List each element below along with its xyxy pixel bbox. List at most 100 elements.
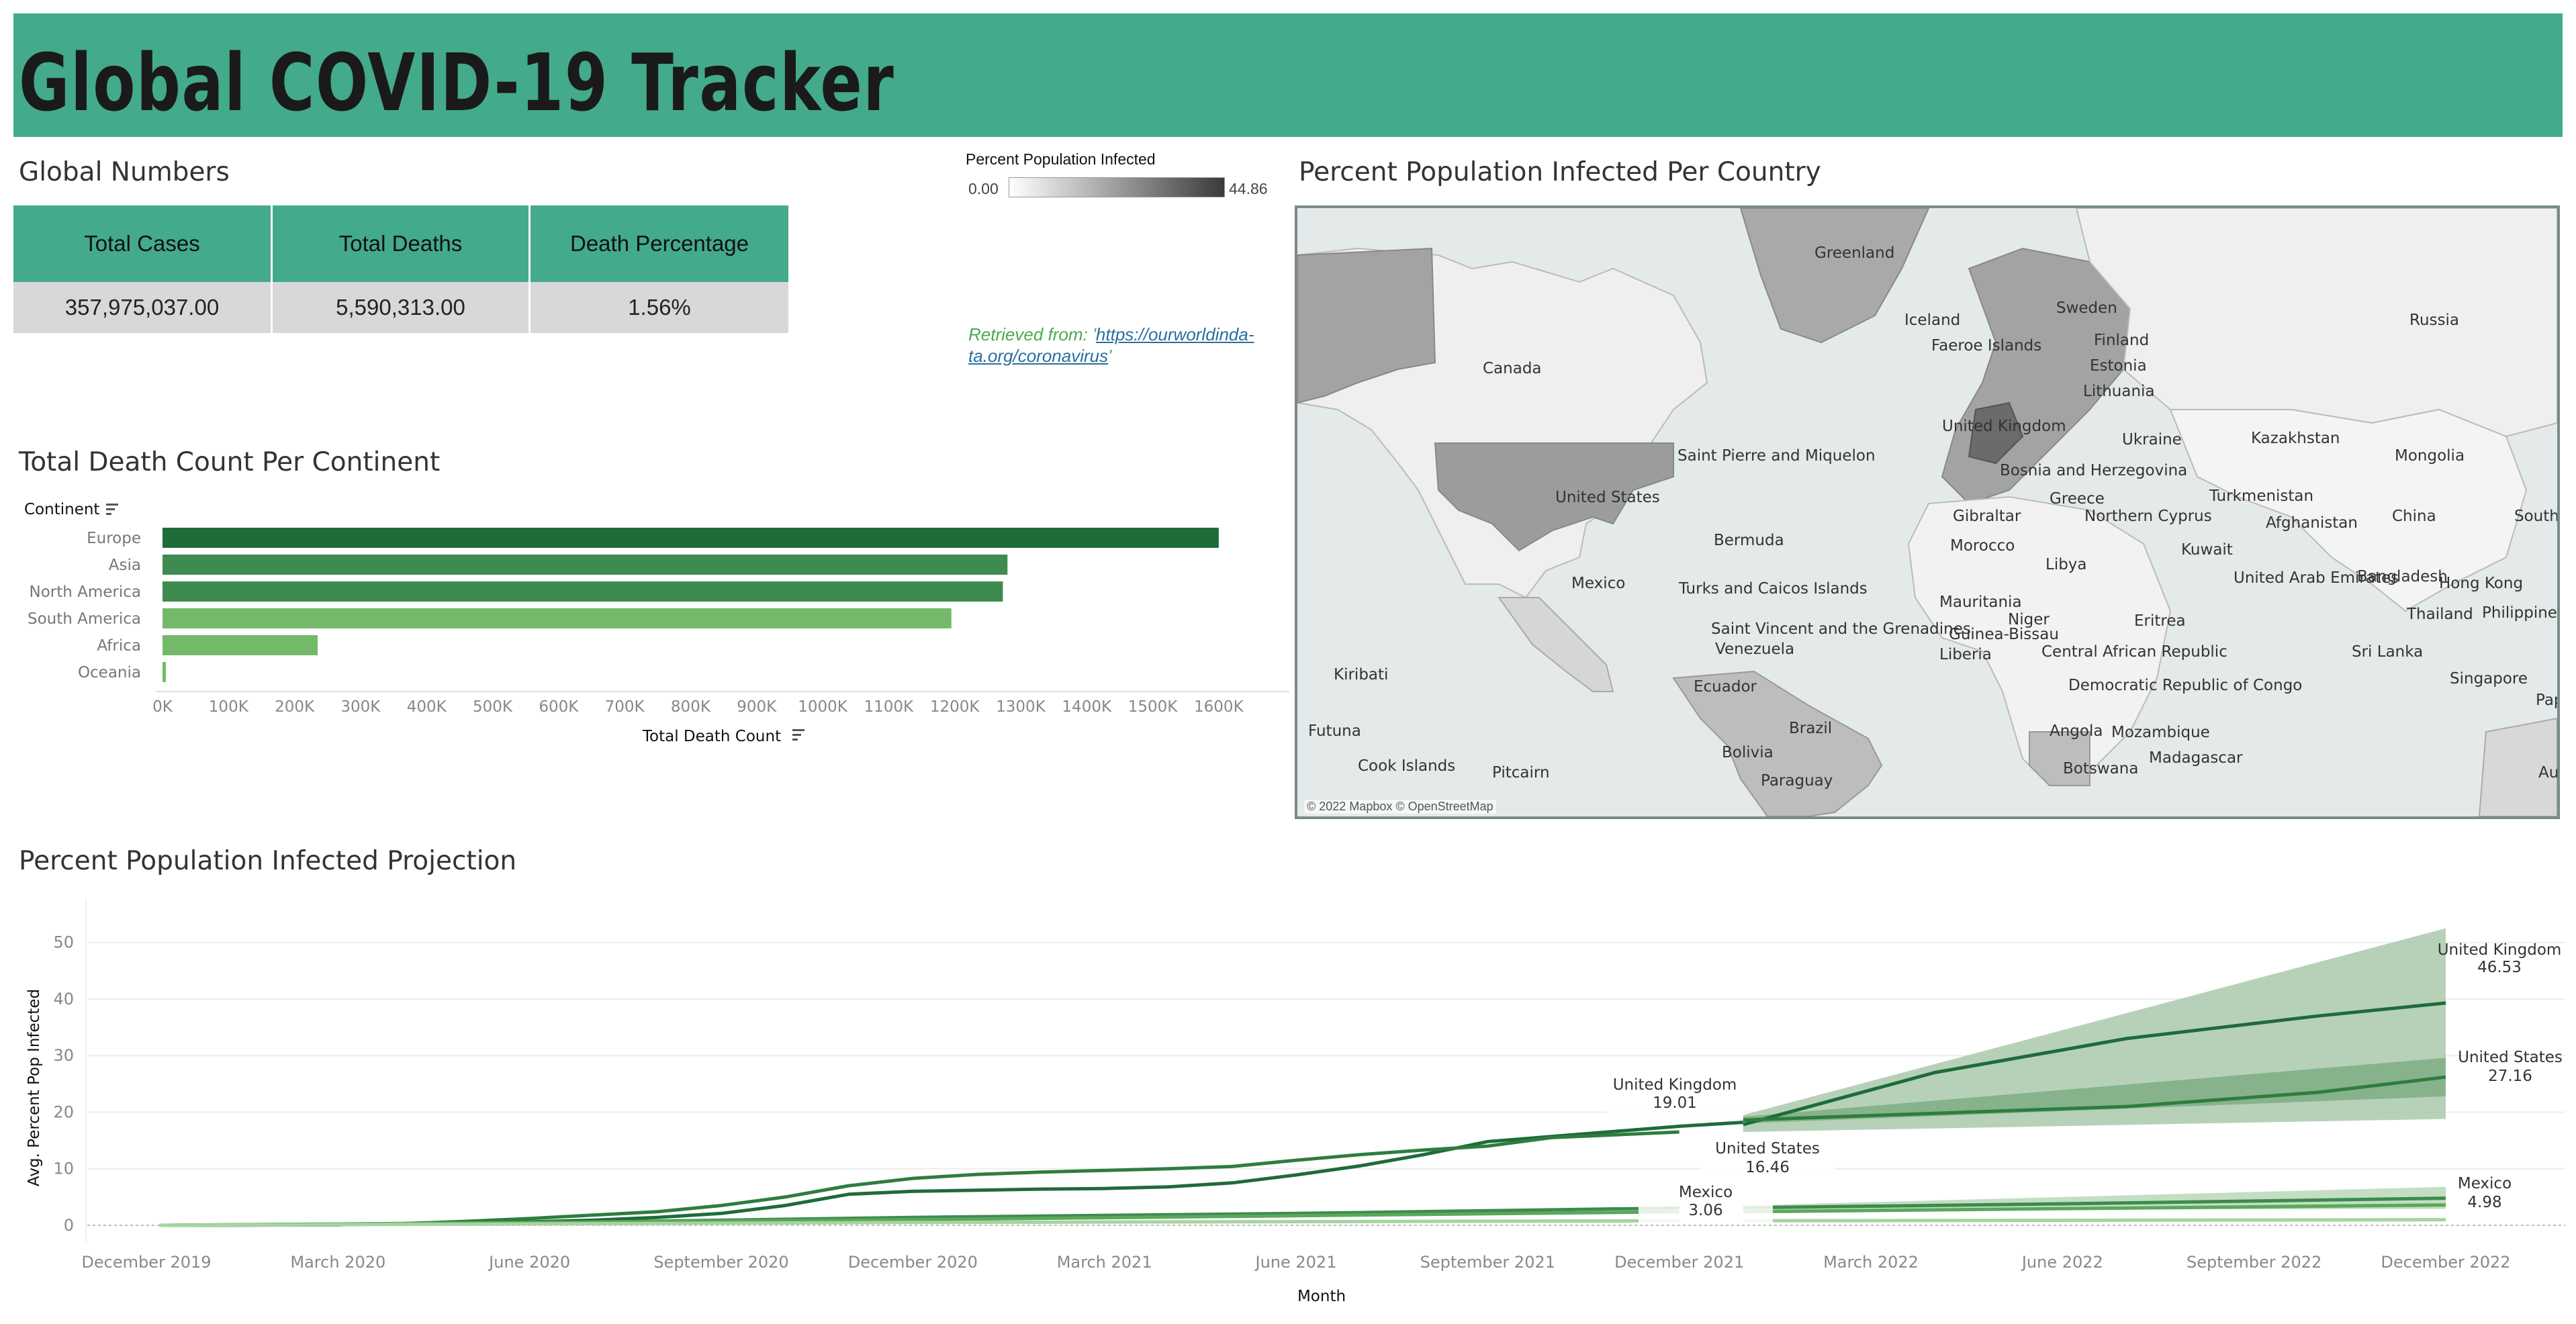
map-label-morocco[interactable]: Morocco (1950, 537, 2015, 555)
map-label-botswana[interactable]: Botswana (2063, 760, 2139, 777)
bar-category-label: Europe (87, 530, 141, 547)
series-line-forecast[interactable] (1743, 1218, 2446, 1223)
map-label-canada[interactable]: Canada (1483, 360, 1542, 377)
series-value-label: 19.01 (1653, 1094, 1697, 1112)
source-suffix: ' (1108, 346, 1112, 366)
map-label-ecuador[interactable]: Ecuador (1694, 678, 1757, 696)
map-label-ukraine[interactable]: Ukraine (2122, 431, 2182, 448)
source-link[interactable]: https://ourworldinda-ta.org/coronavirus (968, 324, 1254, 366)
bar-africa[interactable] (163, 635, 318, 655)
map-label-australia[interactable]: Australia (2538, 764, 2559, 782)
map-label-saint-pierre-and-miquelon[interactable]: Saint Pierre and Miquelon (1677, 447, 1876, 465)
map-label-united-arab-emirates[interactable]: United Arab Emirates (2234, 569, 2399, 587)
map-label-mongolia[interactable]: Mongolia (2395, 447, 2465, 465)
map-label-mauritania[interactable]: Mauritania (1939, 594, 2022, 611)
map-label-russia[interactable]: Russia (2409, 312, 2459, 329)
map-label-cook-islands[interactable]: Cook Islands (1358, 757, 1456, 775)
source-note: Retrieved from: 'https://ourworldinda-ta… (968, 324, 1264, 367)
bar-x-tick-label: 800K (671, 698, 711, 716)
map-label-madagascar[interactable]: Madagascar (2149, 749, 2243, 767)
map-label-sri-lanka[interactable]: Sri Lanka (2352, 643, 2424, 661)
map-label-lithuania[interactable]: Lithuania (2083, 383, 2155, 400)
projection-y-tick-label: 10 (53, 1160, 74, 1178)
map-label-philippines[interactable]: Philippines (2482, 604, 2560, 622)
map-label-mexico[interactable]: Mexico (1571, 575, 1626, 592)
map-label-angola[interactable]: Angola (2050, 722, 2103, 740)
series-line-forecast[interactable] (1743, 1001, 2446, 1127)
global-numbers-title: Global Numbers (19, 157, 230, 187)
map-label-eritrea[interactable]: Eritrea (2134, 612, 2186, 630)
death-count-sort-icon[interactable] (792, 729, 804, 741)
map-label-bangladesh[interactable]: Bangladesh (2357, 568, 2448, 585)
map-label-venezuela[interactable]: Venezuela (1715, 641, 1795, 658)
map-label-bermuda[interactable]: Bermuda (1714, 532, 1784, 549)
map-label-afghanistan[interactable]: Afghanistan (2266, 514, 2358, 532)
map-label-futuna[interactable]: Futuna (1308, 722, 1361, 740)
map-label-bolivia[interactable]: Bolivia (1722, 744, 1774, 761)
map-label-libya[interactable]: Libya (2045, 556, 2087, 573)
continent-sort-icon[interactable] (106, 504, 118, 515)
forecast-band (1743, 1057, 2446, 1124)
map-label-south-korea[interactable]: South Korea (2514, 508, 2559, 525)
bar-oceania[interactable] (163, 662, 166, 682)
map-label-turks-and-caicos-islands[interactable]: Turks and Caicos Islands (1679, 580, 1868, 598)
series-line-forecast[interactable] (1743, 1196, 2446, 1210)
map-label-greece[interactable]: Greece (2050, 490, 2105, 508)
projection-x-tick-label: September 2020 (653, 1253, 788, 1272)
map-label-united-kingdom[interactable]: United Kingdom (1942, 418, 2066, 435)
map-label-liberia[interactable]: Liberia (1939, 646, 1992, 663)
series-line-forecast[interactable] (1743, 1075, 2446, 1122)
map-label-finland[interactable]: Finland (2094, 332, 2150, 349)
map-label-faeroe-islands[interactable]: Faeroe Islands (1931, 337, 2042, 354)
map-label-saint-vincent-and-the-grenadines[interactable]: Saint Vincent and the Grenadines (1711, 620, 1971, 638)
map-label-bosnia-and-herzegovina[interactable]: Bosnia and Herzegovina (2000, 462, 2188, 479)
page-title: Global COVID-19 Tracker (19, 36, 895, 129)
death-count-axis-label: Total Death Count (642, 728, 781, 745)
source-prefix: Retrieved from: ' (968, 324, 1096, 344)
projection-y-tick-label: 20 (53, 1102, 74, 1121)
projection-x-tick-label: June 2020 (488, 1253, 570, 1272)
series-line-forecast[interactable] (1743, 1203, 2446, 1214)
series-line-actual[interactable] (158, 1219, 1680, 1227)
map-label-hong-kong[interactable]: Hong Kong (2439, 575, 2524, 592)
bar-south-america[interactable] (163, 608, 952, 628)
map-label-turkmenistan[interactable]: Turkmenistan (2209, 487, 2314, 505)
projection-x-tick-label: September 2022 (2187, 1253, 2321, 1272)
bar-asia[interactable] (163, 555, 1008, 575)
global-numbers-table: Total Cases Total Deaths Death Percentag… (13, 205, 788, 333)
map-label-greenland[interactable]: Greenland (1814, 244, 1895, 262)
map-label-china[interactable]: China (2392, 508, 2436, 525)
map-label-paraguay[interactable]: Paraguay (1761, 772, 1833, 790)
color-legend-gradient[interactable] (1009, 177, 1225, 197)
map-label-brazil[interactable]: Brazil (1789, 720, 1833, 737)
bar-north-america[interactable] (163, 581, 1003, 602)
map-label-northern-cyprus[interactable]: Northern Cyprus (2084, 508, 2212, 525)
map-label-united-states[interactable]: United States (1555, 489, 1660, 506)
map-label-papua[interactable]: Papua (2536, 692, 2557, 709)
map-label-iceland[interactable]: Iceland (1904, 312, 1961, 329)
map-label-pitcairn[interactable]: Pitcairn (1492, 764, 1550, 782)
world-map[interactable]: Greenland Russia Iceland Sweden Faeroe Islan… (1295, 205, 2560, 819)
map-label-central-african-republic[interactable]: Central African Republic (2041, 643, 2227, 661)
map-label-kazakhstan[interactable]: Kazakhstan (2251, 430, 2340, 447)
series-end-value-label: 4.98 (2467, 1194, 2501, 1211)
map-label-kuwait[interactable]: Kuwait (2181, 541, 2233, 559)
map-label-kiribati[interactable]: Kiribati (1334, 666, 1389, 683)
map-label-niger[interactable]: Niger (2008, 611, 2050, 628)
bar-x-tick-label: 100K (209, 698, 249, 716)
bar-x-tick-label: 1000K (798, 698, 848, 716)
bar-europe[interactable] (163, 528, 1219, 548)
map-label-mozambique[interactable]: Mozambique (2111, 724, 2210, 741)
map-label-gibraltar[interactable]: Gibraltar (1953, 508, 2021, 525)
central-america-shape (1498, 597, 1614, 692)
map-label-democratic-republic-of-congo[interactable]: Democratic Republic of Congo (2068, 677, 2303, 694)
map-label-singapore[interactable]: Singapore (2450, 670, 2528, 688)
death-count-bar-chart: Continent Europe Asia North America South A… (24, 501, 1289, 745)
series-line-actual[interactable] (158, 1130, 1680, 1227)
map-label-guinea-bissau[interactable]: Guinea-Bissau (1949, 626, 2059, 643)
map-label-sweden[interactable]: Sweden (2056, 299, 2117, 317)
total-cases-value: 357,975,037.00 (13, 282, 273, 333)
map-label-thailand[interactable]: Thailand (2407, 606, 2473, 623)
bar-x-tick-label: 1600K (1194, 698, 1244, 716)
map-label-estonia[interactable]: Estonia (2090, 357, 2147, 375)
